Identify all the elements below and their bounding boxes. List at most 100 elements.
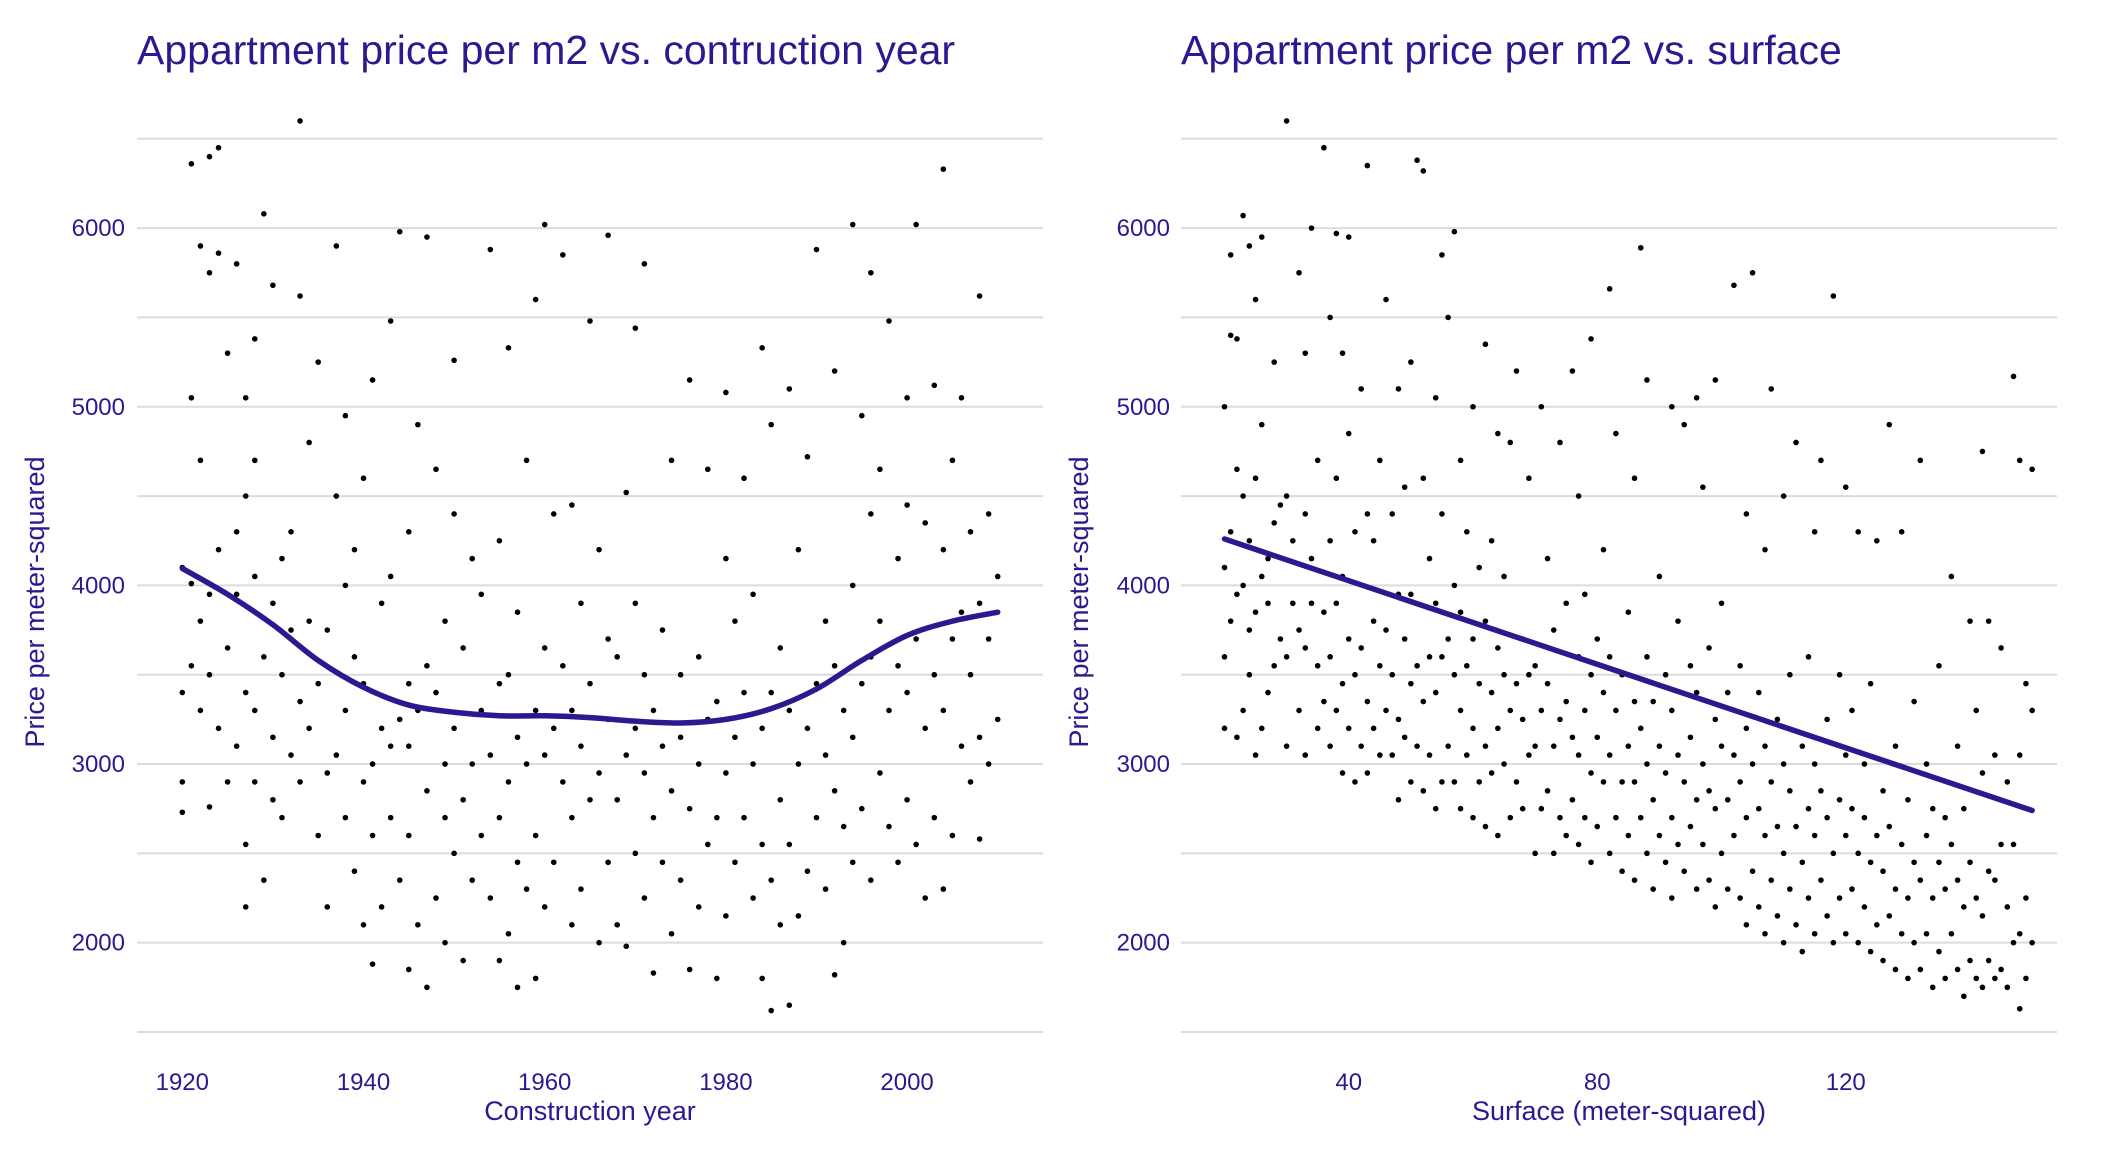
chart-1-data-point	[342, 412, 349, 419]
chart-1-data-point	[831, 972, 838, 978]
chart-1-data-point	[242, 493, 249, 499]
chart-1-data-point	[188, 580, 195, 587]
chart-2-data-point	[1308, 600, 1315, 607]
chart-1-data-point	[804, 453, 811, 460]
chart-2-data-point	[1805, 654, 1812, 660]
chart-2-data-point	[1314, 662, 1321, 669]
chart-1-data-point	[505, 345, 512, 351]
chart-2-data-point	[1631, 475, 1638, 482]
chart-2-data-point	[1724, 796, 1731, 803]
chart-2-data-point	[1557, 716, 1563, 723]
chart-2-data-point	[1563, 832, 1569, 839]
chart-2-data-point	[1762, 930, 1768, 937]
chart-2-data-point	[1606, 654, 1613, 660]
chart-2-data-point	[1432, 395, 1439, 401]
chart-2-data-point	[1824, 716, 1830, 723]
chart-1-x-tick-label: 2000	[880, 1069, 933, 1096]
chart-1-data-point	[777, 796, 784, 803]
chart-1-data-point	[913, 841, 919, 848]
chart-1-data-point	[179, 809, 186, 816]
chart-1-data-point	[424, 788, 430, 794]
chart-2-data-point	[1582, 591, 1588, 598]
chart-1-data-point	[406, 680, 412, 687]
chart-1-data-point	[206, 591, 213, 598]
chart-1-data-point	[451, 511, 457, 517]
chart-1-data-point	[541, 752, 548, 758]
chart-1-data-point	[768, 877, 774, 883]
chart-2-data-point	[1973, 707, 1980, 714]
chart-2-data-point	[1811, 930, 1818, 937]
chart-2-data-point	[1923, 930, 1930, 937]
chart-1-data-point	[614, 654, 620, 660]
chart-1-data-point	[605, 636, 611, 642]
chart-2-data-point	[1557, 814, 1563, 821]
chart-2-data-point	[1408, 359, 1414, 365]
chart-2-data-point	[1929, 984, 1936, 991]
chart-2-data-point	[1507, 439, 1514, 446]
chart-2-data-point	[1389, 752, 1396, 758]
chart-1-data-point	[514, 734, 521, 741]
chart-2-data-point	[1619, 779, 1625, 785]
chart-2-data-point	[1805, 805, 1812, 812]
chart-1-data-point	[197, 243, 204, 249]
chart-2-data-point	[1401, 734, 1408, 741]
chart-2-data-point	[1432, 689, 1439, 696]
chart-2-data-point	[1818, 788, 1824, 794]
chart-1-data-point	[976, 293, 983, 299]
chart-2-data-point	[1712, 805, 1719, 812]
chart-1-data-point	[668, 457, 675, 464]
chart-1-data-point	[261, 211, 267, 217]
chart-2-data-point	[1538, 805, 1545, 812]
chart-2-data-point	[1314, 457, 1321, 464]
chart-2-data-point	[2010, 841, 2017, 848]
chart-2-data-point	[1942, 975, 1948, 982]
chart-2-data-point	[1911, 939, 1917, 946]
chart-2-data-point	[1463, 662, 1470, 669]
chart-2-data-point	[1538, 707, 1545, 714]
chart-1-data-point	[496, 680, 503, 687]
chart-1-y-tick-label: 2000	[72, 930, 125, 957]
chart-1-data-point	[514, 609, 521, 615]
chart-1-data-point	[550, 859, 557, 866]
chart-2-data-point	[1811, 529, 1818, 535]
chart-2-data-point	[1954, 877, 1961, 883]
chart-2-data-point	[1420, 475, 1427, 482]
chart-1-data-point	[197, 707, 204, 714]
chart-1-data-point	[641, 770, 648, 776]
chart-1-data-point	[406, 743, 412, 749]
chart-1-data-point	[777, 645, 784, 651]
chart-1-data-point	[197, 457, 204, 464]
chart-2-data-point	[1333, 600, 1340, 607]
chart-1-data-point	[859, 680, 865, 687]
chart-1-data-point	[396, 877, 403, 883]
chart-2-data-point	[1675, 841, 1681, 848]
chart-1-data-point	[668, 788, 675, 794]
chart-1-data-point	[297, 118, 303, 124]
chart-2-data-point	[1401, 636, 1408, 642]
chart-1-data-point	[632, 725, 639, 732]
chart-2-data-point	[1967, 618, 1973, 624]
chart-1-data-point	[560, 779, 566, 785]
chart-1-data-point	[623, 752, 630, 758]
chart-2-data-point	[1805, 895, 1812, 901]
chart-2-data-point	[1979, 448, 1986, 455]
chart-2-data-point	[1383, 296, 1389, 303]
chart-2-data-point	[1687, 734, 1694, 741]
chart-2-data-point	[1327, 743, 1333, 749]
chart-1-data-point	[197, 618, 204, 624]
chart-2-data-point	[1961, 805, 1967, 812]
chart-2-data-point	[1526, 752, 1532, 758]
chart-2-data-point	[1432, 600, 1439, 607]
chart-1-data-point	[351, 546, 358, 553]
chart-1-data-point	[242, 904, 249, 910]
chart-1-data-point	[985, 636, 992, 642]
chart-2-data-point	[1395, 796, 1402, 803]
chart-2-data-point	[1936, 859, 1942, 866]
chart-1-data-point	[415, 421, 421, 428]
chart-2-data-point	[1296, 269, 1302, 276]
chart-2-data-point	[1712, 716, 1719, 723]
chart-2-data-point	[2023, 975, 2029, 982]
chart-1-data-point	[188, 662, 195, 669]
chart-1-data-point	[387, 743, 394, 749]
chart-1-data-point	[840, 707, 847, 714]
